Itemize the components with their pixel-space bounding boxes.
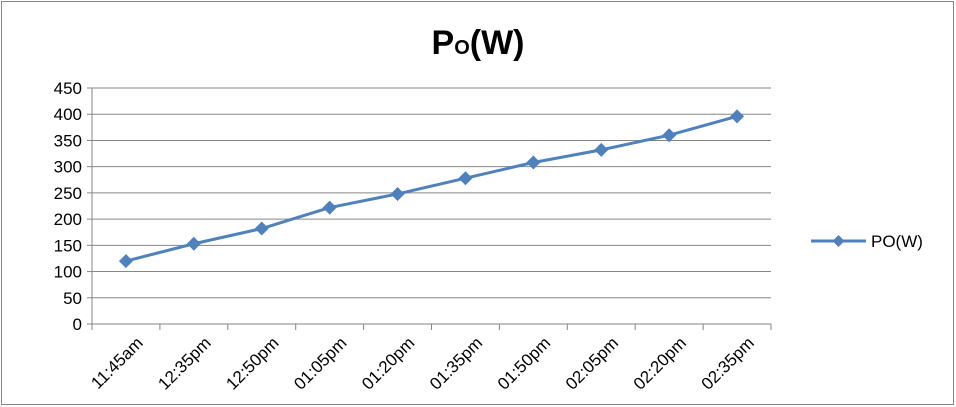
legend-label: PO(W): [871, 232, 923, 251]
data-point: [730, 109, 745, 124]
x-tick-label: 01:05pm: [290, 333, 350, 393]
y-tick-label: 300: [54, 158, 82, 177]
axes: [87, 87, 772, 330]
data-point: [526, 155, 541, 170]
y-tick-label: 350: [54, 131, 82, 150]
y-tick-labels: 0 50 100 150 200 250 300 350 400 450: [54, 79, 82, 334]
chart-title: PO(W): [0, 24, 956, 63]
y-tick-label: 150: [54, 236, 82, 255]
data-point: [254, 221, 269, 236]
x-tick-label: 02:35pm: [698, 333, 758, 393]
y-tick-label: 200: [54, 210, 82, 229]
data-point: [594, 142, 609, 157]
data-point: [186, 236, 201, 251]
x-tick-label: 12:50pm: [222, 333, 282, 393]
x-tick-label: 01:35pm: [426, 333, 486, 393]
x-tick-label: 01:50pm: [494, 333, 554, 393]
legend: PO(W): [811, 232, 923, 251]
data-point: [118, 254, 133, 269]
chart-title-tail: (W): [469, 24, 525, 62]
x-tick-label: 12:35pm: [154, 333, 214, 393]
y-tick-label: 50: [63, 289, 82, 308]
series-group: [118, 109, 745, 269]
data-point: [458, 171, 473, 186]
data-point: [662, 128, 677, 143]
data-point: [390, 186, 405, 201]
y-tick-label: 400: [54, 105, 82, 124]
x-tick-labels: 11:45am 12:35pm 12:50pm 01:05pm 01:20pm 01:35…: [87, 333, 757, 393]
x-tick-label: 02:05pm: [562, 333, 622, 393]
x-tick-label: 02:20pm: [630, 333, 690, 393]
gridlines: [92, 87, 771, 299]
x-tick-label: 01:20pm: [358, 333, 418, 393]
series-line: [125, 114, 738, 263]
y-tick-label: 250: [54, 184, 82, 203]
y-tick-label: 100: [54, 263, 82, 282]
legend-marker: [832, 235, 845, 247]
data-point: [322, 200, 337, 215]
chart-title-main: P: [431, 24, 455, 62]
y-tick-label: 450: [54, 79, 82, 98]
y-tick-label: 0: [73, 315, 82, 334]
x-tick-label: 11:45am: [87, 333, 146, 392]
chart-title-subscript: O: [454, 37, 470, 59]
